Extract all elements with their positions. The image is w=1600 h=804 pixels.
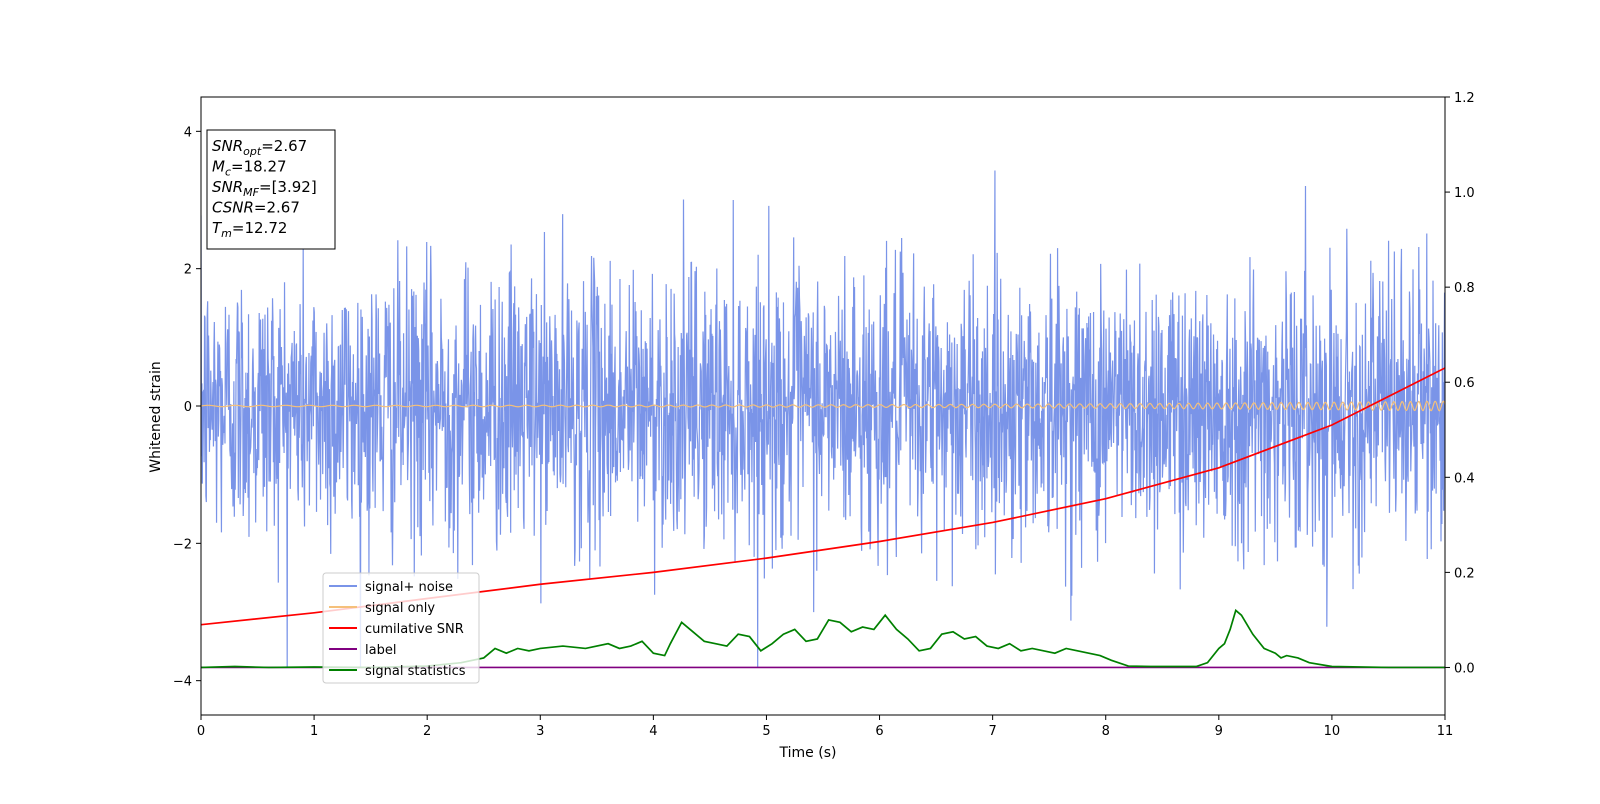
legend-label: cumilative SNR	[365, 622, 464, 637]
x-tick-label: 6	[875, 724, 883, 739]
x-tick-label: 7	[988, 724, 996, 739]
axes-layer: 0 1 2 3 4 5 6 7 8 9 10 11 −4 −2 0 2 4 0.0 0.2 0.4 0.6 0.8 1.0 1…	[173, 91, 1475, 739]
x-tick-label: 3	[536, 724, 544, 739]
legend-label: signal statistics	[365, 664, 466, 679]
info-box-line: Mc=18.27	[212, 158, 287, 179]
x-tick-label: 10	[1324, 724, 1341, 739]
legend: signal+ noise signal only cumilative SNR la…	[322, 572, 480, 684]
info-box-line: Tm=12.72	[212, 219, 287, 240]
legend-label: label	[365, 643, 396, 658]
y-tick-label-left: 4	[184, 125, 192, 140]
x-axis-label: Time (s)	[779, 745, 837, 761]
y-tick-label-right: 1.0	[1454, 186, 1475, 201]
y-tick-label-right: 0.6	[1454, 376, 1475, 391]
series-signal-only	[201, 400, 1445, 412]
x-tick-label: 0	[197, 724, 205, 739]
y-tick-label-left: 0	[184, 400, 192, 415]
x-tick-label: 5	[762, 724, 770, 739]
legend-frame	[322, 572, 480, 684]
legend-label: signal only	[365, 601, 435, 616]
x-tick-label: 1	[310, 724, 318, 739]
info-box-line: SNRMF=[3.92]	[212, 178, 317, 199]
series-signal-statistics	[201, 608, 1445, 669]
y-tick-label-left: −4	[173, 675, 192, 690]
y-tick-label-left: 2	[184, 263, 192, 278]
y-tick-label-right: 0.0	[1454, 661, 1475, 676]
y-axis-label: Whitened strain	[148, 361, 164, 472]
x-tick-label: 2	[423, 724, 431, 739]
x-tick-label: 9	[1215, 724, 1223, 739]
info-box-line: CSNR=2.67	[212, 199, 300, 217]
info-box-line: SNRopt=2.67	[212, 137, 307, 158]
y-tick-label-right: 1.2	[1454, 91, 1475, 106]
y-tick-label-right: 0.2	[1454, 566, 1475, 581]
info-box-frame	[206, 129, 336, 250]
y-tick-label-right: 0.4	[1454, 471, 1475, 486]
series-signal-noise	[201, 170, 1445, 667]
info-box: SNRopt=2.67Mc=18.27SNRMF=[3.92]CSNR=2.67…	[206, 129, 336, 250]
legend-label: signal+ noise	[365, 580, 453, 595]
x-tick-label: 4	[649, 724, 657, 739]
y-tick-label-right: 0.8	[1454, 281, 1475, 296]
x-tick-label: 8	[1102, 724, 1110, 739]
x-tick-label: 11	[1437, 724, 1454, 739]
y-tick-label-left: −2	[173, 537, 192, 552]
